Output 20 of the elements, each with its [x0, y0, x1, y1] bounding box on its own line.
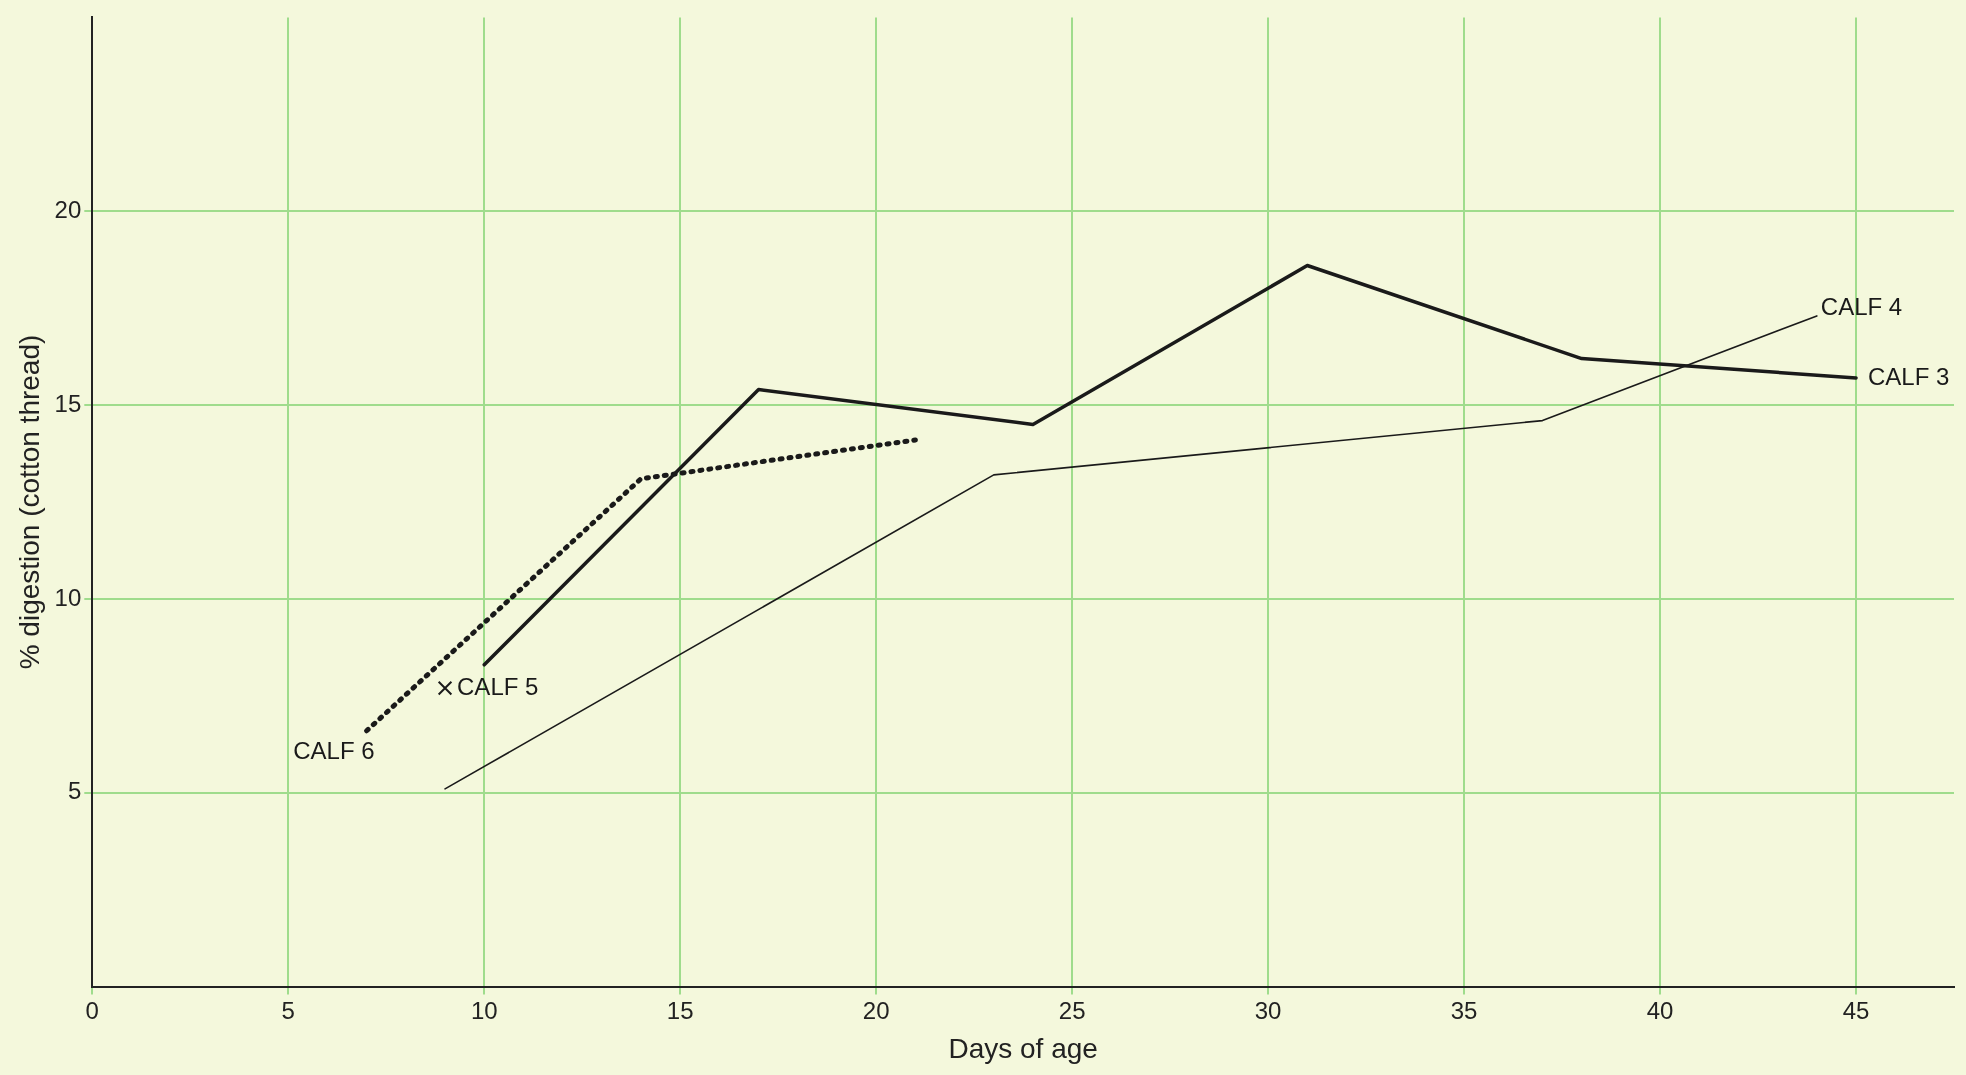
- x-tick-label: 45: [1842, 996, 1870, 1024]
- x-tick-label: 5: [281, 996, 295, 1024]
- x-axis-title: Days of age: [948, 1032, 1098, 1064]
- y-tick-label: 15: [54, 389, 82, 417]
- x-tick-label: 30: [1254, 996, 1282, 1024]
- y-axis-title: % digestion (cotton thread): [13, 334, 45, 670]
- y-tick-label: 20: [54, 195, 82, 223]
- x-tick-label: 15: [666, 996, 694, 1024]
- x-tick-label: 25: [1058, 996, 1086, 1024]
- series-label: CALF 6: [293, 737, 375, 765]
- series-label: CALF 5: [457, 672, 539, 700]
- x-tick-label: 35: [1450, 996, 1478, 1024]
- y-tick-label: 10: [54, 583, 82, 611]
- x-tick-label: 10: [470, 996, 498, 1024]
- x-tick-label: 0: [85, 996, 99, 1024]
- series-label: CALF 3: [1868, 362, 1950, 390]
- y-tick-label: 5: [67, 777, 82, 805]
- x-tick-label: 20: [862, 996, 890, 1024]
- x-tick-label: 40: [1646, 996, 1674, 1024]
- series-label: CALF 4: [1820, 292, 1903, 320]
